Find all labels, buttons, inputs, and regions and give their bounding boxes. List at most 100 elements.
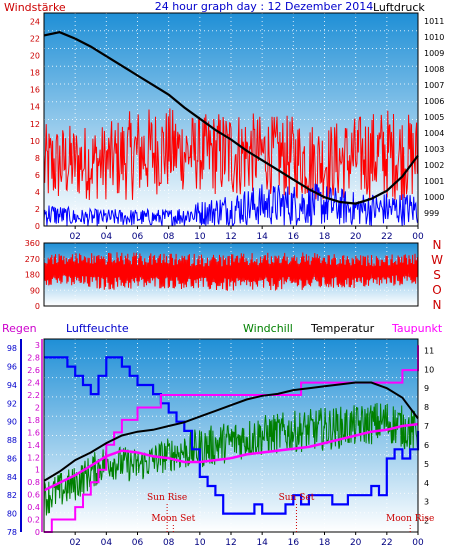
y-left-tick-label: 8 [35,154,40,163]
y-left-tick-label: 12 [30,120,40,129]
compass-label: N [433,238,442,252]
y-rain-tick-label: 1.2 [27,453,40,462]
y-rain-tick-label: 0.4 [27,503,40,512]
annotation-label: Sun Rise [147,493,187,503]
compass-label: N [433,298,442,312]
y-left-tick-label: 10 [30,137,40,146]
chart-title: 24 hour graph day : 12 Dezember 2014 [155,0,374,13]
y-left-tick-label: 24 [30,18,40,27]
x-tick-label: 04 [101,538,113,548]
y-rain-tick-label: 2.8 [27,354,40,363]
y-rain-tick-label: 2.6 [27,366,40,375]
y-right-tick-label: 1009 [424,49,444,58]
x-tick-label: 08 [163,232,175,242]
x-tick-label: 16 [288,538,300,548]
y-right-tick-label: 1002 [424,161,444,170]
label-regen: Regen [2,322,37,335]
x-tick-label: 12 [225,538,236,548]
y-humidity-tick-label: 80 [7,510,17,519]
y-temp-tick-label: 10 [424,365,434,374]
y-direction-tick-label: 0 [35,302,40,311]
x-tick-label: 06 [132,232,144,242]
y-right-tick-label: 1010 [424,33,444,42]
right-label-luftdruck: Luftdruck [373,1,425,14]
y-rain-tick-label: 0.8 [27,478,40,487]
wind-pressure-series [43,31,419,227]
humidity-series [44,356,420,515]
astro-annotations: Sun Rise Moon Set Sun Set Moon Rise [147,493,434,532]
y-direction-tick-label: 90 [30,286,40,295]
dewpoint-series [43,422,419,492]
y-left-tick-label: 16 [30,86,40,95]
temperature-series [43,381,419,482]
humidity-temp-axes: 02 04 06 08 10 12 14 16 18 20 22 007880828486889092… [7,339,434,548]
y-rain-tick-label: 0.2 [27,516,40,525]
y-right-tick-label: 1008 [424,65,444,74]
wind-direction-grid [44,243,418,306]
x-tick-label: 14 [256,232,268,242]
left-label-windstaerke: Windstärke [4,1,66,14]
y-left-tick-label: 6 [35,171,40,180]
y-right-tick-label: 1007 [424,81,444,90]
x-tick-label: 06 [132,538,144,548]
y-right-tick-label: 999 [424,209,439,218]
x-tick-label: 02 [69,538,80,548]
x-tick-label: 00 [412,538,424,548]
x-tick-label: 22 [381,232,392,242]
x-tick-label: 10 [194,538,206,548]
x-tick-label: 20 [350,232,362,242]
y-right-tick-label: 1001 [424,177,444,186]
y-right-tick-label: 1005 [424,113,444,122]
label-temperatur: Temperatur [310,322,375,335]
compass-label: O [432,283,441,297]
y-left-tick-label: 14 [30,103,40,112]
wind-gust-series [43,183,419,227]
x-tick-label: 20 [350,538,362,548]
x-tick-label: 12 [225,232,236,242]
y-temp-tick-label: 8 [424,403,429,412]
y-left-tick-label: 18 [30,69,40,78]
y-rain-tick-label: 3 [35,341,40,350]
wind-direction-series [43,252,419,291]
x-tick-label: 22 [381,538,392,548]
y-left-tick-label: 22 [30,35,40,44]
y-humidity-tick-label: 82 [7,491,17,500]
y-temp-tick-label: 9 [424,384,429,393]
y-direction-tick-label: 270 [25,255,40,264]
humidity-temp-series [43,345,420,533]
x-tick-label: 18 [319,232,331,242]
y-direction-tick-label: 360 [25,239,40,248]
y-humidity-tick-label: 84 [7,473,17,482]
y-rain-tick-label: 2.4 [27,379,40,388]
y-humidity-tick-label: 78 [7,528,17,537]
annotation-label: Moon Rise [386,514,434,524]
y-temp-tick-label: 2 [424,517,429,526]
annotation-label: Moon Set [151,514,195,524]
y-temp-tick-label: 6 [424,441,429,450]
y-temp-tick-label: 5 [424,460,429,469]
y-temp-tick-label: 4 [424,479,429,488]
annotation-label: Sun Set [279,493,315,503]
y-humidity-tick-label: 94 [7,381,17,390]
y-temp-tick-label: 7 [424,422,429,431]
y-rain-tick-label: 2 [35,403,40,412]
x-tick-label: 14 [256,538,268,548]
wind-speed-series [43,108,419,201]
compass-label: W [431,253,443,267]
x-tick-label: 08 [163,538,175,548]
label-luftfeuchte: Luftfeuchte [66,322,129,335]
y-rain-tick-label: 0 [35,528,40,537]
y-right-tick-label: 1000 [424,193,444,202]
y-humidity-tick-label: 88 [7,436,17,445]
x-tick-label: 18 [319,538,331,548]
y-right-tick-label: 1003 [424,145,444,154]
compass-label: S [433,268,441,282]
wind-pressure-axes: 02 04 06 08 10 12 14 16 18 20 22 000246810121416182… [30,17,445,242]
y-right-tick-label: 1011 [424,17,444,26]
wind-direction-frame [43,242,419,307]
y-humidity-tick-label: 90 [7,418,17,427]
y-rain-tick-label: 1 [35,466,40,475]
y-rain-tick-label: 1.8 [27,416,40,425]
y-temp-tick-label: 3 [424,498,429,507]
